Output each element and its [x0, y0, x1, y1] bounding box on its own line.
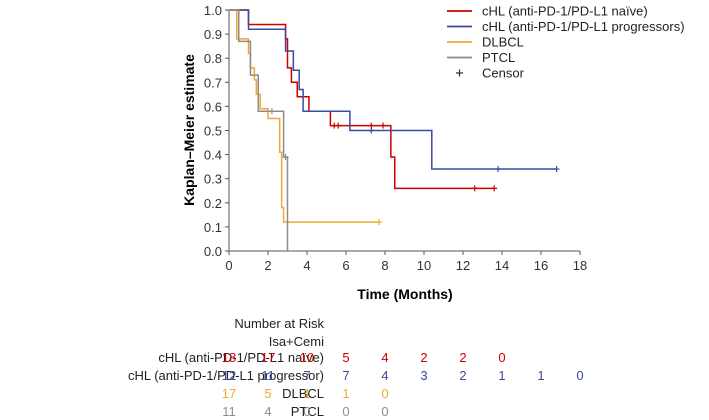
x-tick-label: 16 — [534, 258, 548, 273]
x-tick-label: 18 — [573, 258, 587, 273]
y-axis-title: Kaplan–Meier estimate — [181, 54, 197, 206]
censor-mark — [335, 122, 342, 129]
legend-label: cHL (anti-PD-1/PD-L1 progressors) — [482, 19, 685, 34]
x-axis: 0 2 4 6 8 10 12 14 16 18 — [225, 250, 587, 273]
x-tick-label: 2 — [264, 258, 271, 273]
x-tick-label: 0 — [225, 258, 232, 273]
x-axis-title: Time (Months) — [357, 286, 452, 302]
censor-mark — [471, 185, 478, 192]
censor-mark — [495, 166, 502, 173]
censor-mark — [368, 127, 375, 134]
km-curve-2 — [229, 9, 380, 223]
censor-mark — [268, 108, 275, 115]
y-tick-label: 0.0 — [204, 244, 222, 259]
y-tick-label: 0.5 — [204, 124, 222, 139]
legend-label-censor: Censor — [482, 66, 525, 81]
y-axis: 0.0 0.1 0.2 0.3 0.4 0.5 0.6 0.7 0.8 0.9 1.0 — [204, 3, 230, 259]
legend-label: cHL (anti-PD-1/PD-L1 naïve) — [482, 4, 648, 19]
censor-mark — [380, 122, 387, 129]
y-tick-label: 0.1 — [204, 220, 222, 235]
y-tick-label: 0.9 — [204, 27, 222, 42]
x-tick-label: 8 — [381, 258, 388, 273]
y-tick-label: 0.6 — [204, 99, 222, 114]
y-tick-label: 0.3 — [204, 172, 222, 187]
y-tick-label: 0.8 — [204, 51, 222, 66]
y-tick-label: 0.7 — [204, 75, 222, 90]
censor-mark — [376, 219, 383, 226]
km-curve-1 — [229, 9, 557, 170]
x-tick-label: 12 — [456, 258, 470, 273]
censor-mark — [491, 185, 498, 192]
x-tick-label: 6 — [342, 258, 349, 273]
y-tick-label: 0.2 — [204, 196, 222, 211]
y-tick-label: 1.0 — [204, 3, 222, 18]
km-curve-0 — [229, 9, 495, 190]
series-group — [229, 9, 560, 251]
y-tick-label: 0.4 — [204, 148, 222, 163]
legend-label: PTCL — [482, 50, 515, 65]
x-tick-label: 10 — [417, 258, 431, 273]
x-tick-label: 14 — [495, 258, 509, 273]
legend-censor-icon — [456, 69, 463, 77]
km-curve-3 — [229, 9, 289, 251]
censor-mark — [282, 154, 289, 161]
censor-mark — [553, 166, 560, 173]
legend: cHL (anti-PD-1/PD-L1 naïve)cHL (anti-PD-… — [447, 4, 685, 81]
x-tick-label: 4 — [303, 258, 310, 273]
legend-label: DLBCL — [482, 35, 524, 50]
